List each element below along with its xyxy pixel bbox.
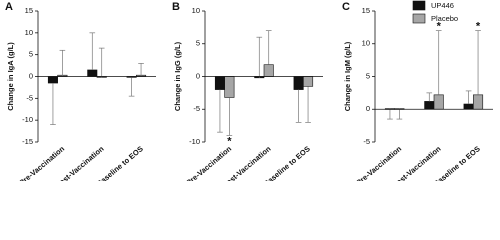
bar [463,103,474,110]
bar [224,76,235,98]
annotation: * [476,21,481,33]
error-bar [138,63,144,76]
error-bar [89,32,96,70]
legend-swatch [412,0,426,11]
x-tick-label: Pre-Vaccination [184,144,233,181]
y-axis-label: Change in IgM (g/L) [343,41,352,111]
y-tick-label: 15 [25,6,33,15]
annotation: * [437,21,442,33]
error-bar [128,77,135,97]
y-tick-label: 5 [366,71,370,80]
y-axis-label: Change in IgA (g/L) [6,42,15,111]
error-bar [426,92,433,102]
figure: A Change in IgA (g/L) -15 -10 -5 0 5 10 15 Pre-Va… [5,0,493,181]
y-tick-label: -15 [22,137,33,146]
error-bar [435,30,442,95]
annotation: * [227,135,232,147]
y-tick-label: -5 [193,104,200,113]
y-axis-label: Change in IgG (g/L) [173,41,182,111]
panel-label: B [172,1,180,13]
panel-label: A [5,1,13,13]
bar [214,76,225,90]
error-bar [98,47,105,78]
y-tick-label: 10 [362,39,370,48]
bar [303,76,314,87]
error-bar [256,36,263,78]
error-bar [475,30,481,95]
panel-label: C [342,1,350,13]
error-bar [226,97,233,136]
bar [293,76,304,90]
error-bar [396,108,403,120]
y-tick-label: 5 [29,50,33,59]
bar [433,94,444,110]
x-tick-label: Pre-Vaccination [17,144,66,181]
error-bar [50,83,56,125]
bar [424,101,435,110]
y-tick-label: -5 [26,93,33,102]
bar [47,76,58,84]
x-tick-label: Pre-Vaccination [354,144,403,181]
y-tick-label: -5 [363,137,370,146]
y-tick-label: -10 [189,137,200,146]
error-bar [295,89,302,123]
error-bar [59,49,66,76]
legend-swatch [412,13,426,24]
y-tick-label: -10 [22,115,33,124]
y-tick-label: 15 [362,6,370,15]
legend-label: UP446 [431,1,454,10]
y-tick-label: 10 [192,6,200,15]
y-tick-label: 0 [196,71,200,80]
bar [263,64,274,77]
y-tick-label: 5 [196,39,200,48]
y-tick-label: 0 [366,104,370,113]
error-bar [387,108,393,120]
error-bar [217,89,223,133]
y-tick-label: 10 [25,28,33,37]
error-bar [305,86,311,123]
y-tick-label: 0 [29,71,33,80]
bar [87,69,98,77]
error-bar [465,90,472,105]
error-bar [265,30,272,65]
legend-label: Placebo [431,14,458,23]
bar [473,94,484,110]
